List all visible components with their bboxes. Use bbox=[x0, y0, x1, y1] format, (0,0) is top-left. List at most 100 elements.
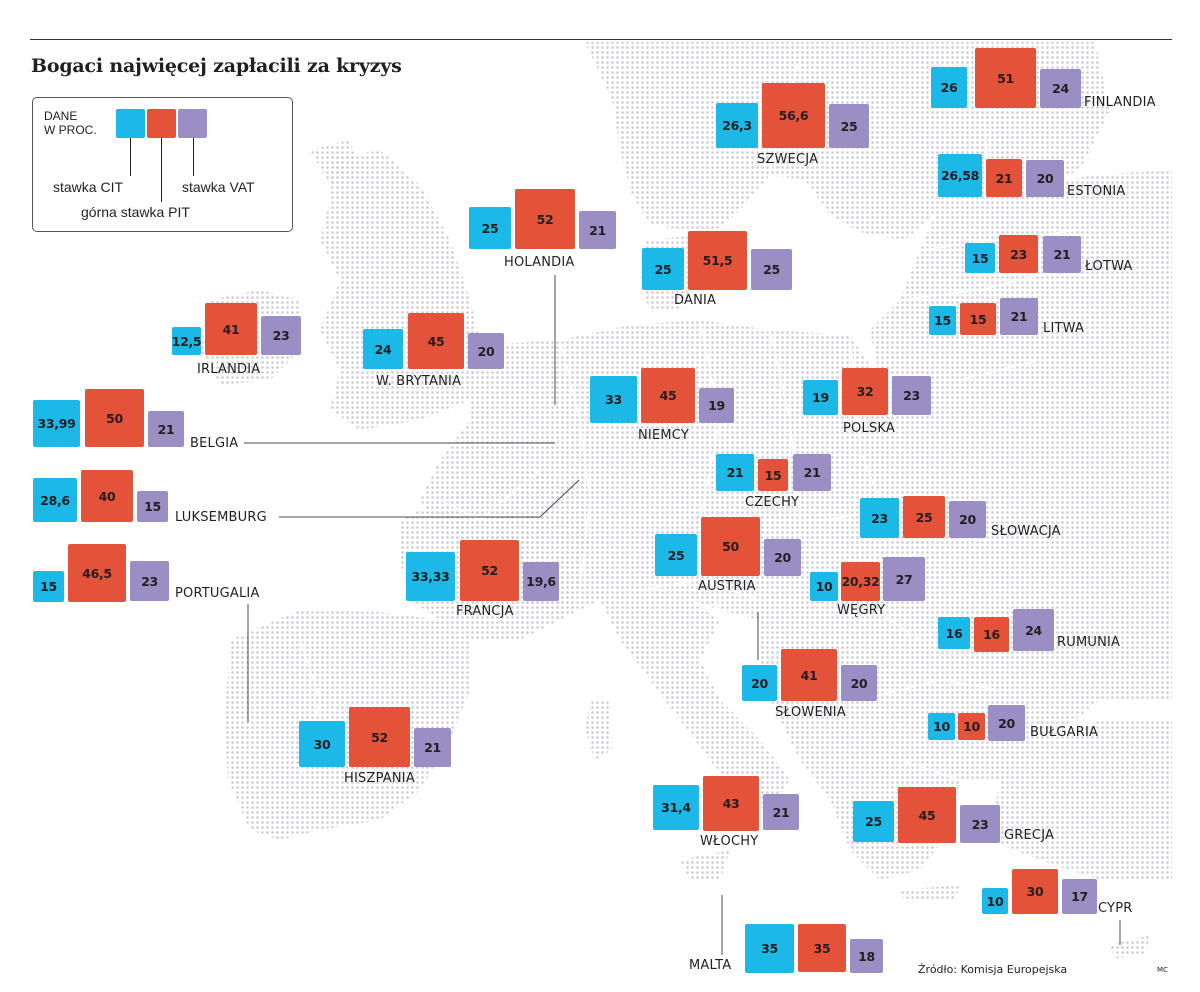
bar-value-cit: 35 bbox=[761, 941, 778, 956]
bar-value-vat: 21 bbox=[157, 421, 175, 437]
bar-cit: 15 bbox=[33, 571, 64, 602]
bar-value-vat: 24 bbox=[1052, 81, 1069, 96]
bar-value-vat: 18 bbox=[858, 948, 875, 964]
bar-value-cit: 21 bbox=[726, 465, 744, 480]
bar-cit: 26,58 bbox=[938, 154, 982, 197]
bar-value-vat: 27 bbox=[895, 571, 913, 587]
bar-value-cit: 20 bbox=[751, 675, 768, 691]
bar-value-vat: 19 bbox=[708, 398, 725, 413]
legend-pointer-vat bbox=[193, 138, 194, 176]
bar-pit: 41 bbox=[205, 303, 257, 355]
bar-pit: 35 bbox=[798, 924, 846, 972]
country-label: HISZPANIA bbox=[344, 771, 415, 786]
bar-value-vat: 20 bbox=[850, 675, 868, 691]
bar-value-vat: 20 bbox=[477, 343, 495, 359]
bar-vat: 21 bbox=[763, 794, 799, 830]
bar-pit: 15 bbox=[960, 303, 996, 335]
bar-value-pit: 45 bbox=[918, 807, 936, 823]
country-label: SZWECJA bbox=[757, 152, 819, 167]
country-label: BELGIA bbox=[190, 436, 239, 451]
bar-pit: 15 bbox=[758, 459, 788, 491]
bar-vat: 23 bbox=[960, 805, 1000, 843]
country-label: SŁOWACJA bbox=[991, 524, 1061, 539]
bar-value-vat: 20 bbox=[774, 550, 791, 565]
bar-value-pit: 52 bbox=[371, 729, 388, 745]
bar-vat: 21 bbox=[414, 728, 451, 767]
bar-cit: 33 bbox=[590, 376, 637, 423]
bar-cit: 25 bbox=[469, 207, 511, 249]
bar-value-vat: 23 bbox=[971, 816, 989, 832]
bar-value-pit: 41 bbox=[800, 667, 818, 683]
bar-value-pit: 32 bbox=[856, 384, 874, 399]
country-label: FRANCJA bbox=[456, 604, 514, 619]
bar-cit: 33,33 bbox=[406, 552, 455, 601]
bar-value-cit: 23 bbox=[871, 510, 888, 526]
bar-value-vat: 21 bbox=[803, 465, 821, 480]
bar-pit: 50 bbox=[701, 517, 760, 576]
bar-value-pit: 35 bbox=[813, 940, 831, 956]
bar-value-vat: 23 bbox=[141, 573, 158, 589]
bar-pit: 51 bbox=[975, 48, 1036, 108]
bar-value-cit: 28,6 bbox=[40, 492, 70, 508]
country-label: WĘGRY bbox=[837, 603, 886, 618]
bar-value-cit: 26,3 bbox=[722, 118, 752, 133]
bar-pit: 52 bbox=[515, 189, 575, 249]
bar-pit: 45 bbox=[898, 787, 956, 843]
bar-value-vat: 21 bbox=[589, 222, 606, 238]
country-label: SŁOWENIA bbox=[775, 705, 846, 720]
bar-value-vat: 21 bbox=[1053, 247, 1071, 262]
bar-value-pit: 15 bbox=[764, 467, 782, 483]
bar-cit: 26 bbox=[931, 67, 967, 108]
bar-cit: 21 bbox=[716, 454, 754, 491]
border-line bbox=[559, 339, 591, 591]
bar-value-cit: 24 bbox=[374, 341, 392, 357]
border-line bbox=[899, 269, 1061, 301]
country-label: MALTA bbox=[689, 958, 732, 973]
bar-vat: 18 bbox=[850, 939, 883, 973]
bar-value-cit: 26,58 bbox=[940, 168, 980, 183]
bar-value-vat: 20 bbox=[1036, 171, 1054, 186]
country-label: BUŁGARIA bbox=[1030, 725, 1099, 740]
legend-swatch-cit bbox=[116, 109, 145, 138]
bar-value-cit: 26 bbox=[940, 80, 958, 95]
bar-vat: 27 bbox=[883, 557, 925, 601]
bar-vat: 19 bbox=[699, 388, 734, 423]
bar-value-vat: 21 bbox=[424, 740, 441, 755]
legend-pointer-cit bbox=[130, 138, 131, 176]
bar-cit: 19 bbox=[803, 380, 838, 415]
bar-value-pit: 52 bbox=[536, 211, 554, 227]
bar-vat: 21 bbox=[579, 211, 616, 249]
bar-value-pit: 50 bbox=[106, 410, 123, 426]
bar-vat: 21 bbox=[793, 454, 831, 491]
land-anatolia bbox=[990, 720, 1172, 880]
bar-pit: 43 bbox=[703, 776, 759, 831]
bar-value-pit: 51,5 bbox=[702, 253, 733, 268]
border-line bbox=[830, 759, 961, 781]
bar-pit: 45 bbox=[408, 313, 464, 369]
bar-value-pit: 25 bbox=[915, 509, 933, 525]
land-north-atlantic bbox=[310, 140, 360, 185]
bar-value-cit: 30 bbox=[313, 736, 331, 752]
bar-value-pit: 43 bbox=[722, 796, 740, 811]
country-label: PORTUGALIA bbox=[175, 586, 260, 601]
bar-value-pit: 56,6 bbox=[778, 108, 809, 123]
bar-vat: 20 bbox=[988, 705, 1025, 741]
country-label: POLSKA bbox=[843, 421, 895, 436]
bar-value-cit: 25 bbox=[481, 220, 499, 236]
bar-value-cit: 31,4 bbox=[661, 800, 691, 815]
source-note: Źródło: Komisja Europejska bbox=[918, 963, 1068, 976]
legend-label-cit: stawka CIT bbox=[53, 179, 124, 195]
border-line bbox=[859, 679, 1001, 701]
bar-value-pit: 52 bbox=[481, 563, 498, 578]
country-label: HOLANDIA bbox=[504, 255, 575, 270]
bar-value-cit: 25 bbox=[865, 814, 882, 829]
bar-pit: 46,5 bbox=[68, 544, 126, 602]
bar-pit: 30 bbox=[1012, 869, 1058, 914]
bar-cit: 20 bbox=[742, 665, 777, 701]
land-baltics-east bbox=[870, 170, 1172, 700]
bar-value-pit: 23 bbox=[1010, 246, 1027, 262]
bar-value-vat: 23 bbox=[903, 388, 920, 403]
country-label: GRECJA bbox=[1004, 828, 1055, 843]
